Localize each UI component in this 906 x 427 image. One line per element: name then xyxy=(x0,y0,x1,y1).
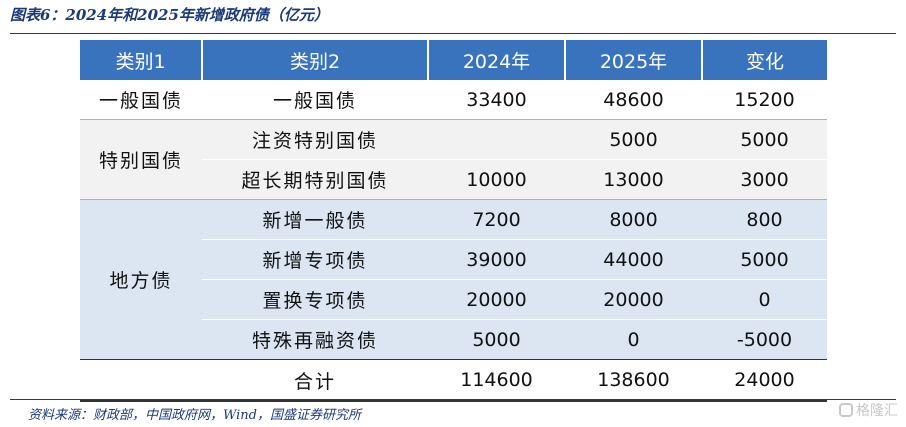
change-cell: 5000 xyxy=(702,119,827,160)
total-change-cell: 24000 xyxy=(702,359,827,402)
total-2024-cell: 114600 xyxy=(428,359,565,402)
value-2024-cell: 5000 xyxy=(428,319,565,360)
government-bond-table: 类别1 类别2 2024年 2025年 变化 一般国债 一般国债 33400 4… xyxy=(80,40,827,402)
watermark-text: 格隆汇 xyxy=(856,403,898,419)
value-2025-cell: 0 xyxy=(565,319,702,360)
category-cell: 一般国债 xyxy=(80,80,202,120)
value-2025-cell: 13000 xyxy=(565,159,702,200)
subcategory-cell: 新增专项债 xyxy=(202,239,428,280)
change-cell: -5000 xyxy=(702,319,827,360)
change-cell: 5000 xyxy=(702,239,827,280)
table-row: 置换专项债 20000 20000 0 xyxy=(80,279,827,320)
subcategory-cell: 超长期特别国债 xyxy=(202,159,428,200)
category-cell: 特别国债 xyxy=(80,119,202,200)
header-category1: 类别1 xyxy=(80,40,203,80)
value-2025-cell: 44000 xyxy=(565,239,702,280)
subcategory-cell: 置换专项债 xyxy=(202,279,428,320)
total-row: 合计 114600 138600 24000 xyxy=(80,359,827,402)
table-header-row: 类别1 类别2 2024年 2025年 变化 xyxy=(80,40,827,80)
value-2025-cell: 5000 xyxy=(565,119,702,160)
table-row: 一般国债 一般国债 33400 48600 15200 xyxy=(80,80,827,120)
value-2024-cell: 20000 xyxy=(428,279,565,320)
table-row: 特殊再融资债 5000 0 -5000 xyxy=(80,319,827,360)
value-2024-cell: 39000 xyxy=(428,239,565,280)
subcategory-cell: 一般国债 xyxy=(202,80,428,120)
watermark-logo-icon xyxy=(839,403,853,417)
total-label-cell: 合计 xyxy=(202,359,428,402)
table-row: 新增专项债 39000 44000 5000 xyxy=(80,239,827,280)
category-cell: 地方债 xyxy=(80,199,202,360)
subcategory-cell: 注资特别国债 xyxy=(202,119,428,160)
value-2024-cell: 33400 xyxy=(428,80,565,120)
change-cell: 0 xyxy=(702,279,827,320)
source-note: 资料来源：财政部，中国政府网，Wind，国盛证券研究所 xyxy=(28,408,361,423)
value-2024-cell: 10000 xyxy=(428,159,565,200)
total-blank-cell xyxy=(80,359,202,402)
header-2024: 2024年 xyxy=(428,40,566,80)
header-2025: 2025年 xyxy=(565,40,703,80)
value-2025-cell: 8000 xyxy=(565,199,702,240)
watermark: 格隆汇 xyxy=(839,400,898,420)
title-divider xyxy=(10,33,896,34)
change-cell: 3000 xyxy=(702,159,827,200)
total-2025-cell: 138600 xyxy=(565,359,702,402)
value-2024-cell: 7200 xyxy=(428,199,565,240)
table-row: 特别国债 注资特别国债 5000 5000 xyxy=(80,119,827,200)
source-divider xyxy=(10,399,896,400)
figure-title: 图表6：2024年和2025年新增政府债（亿元） xyxy=(10,6,329,24)
subcategory-cell: 新增一般债 xyxy=(202,199,428,240)
value-2025-cell: 20000 xyxy=(565,279,702,320)
table-row: 地方债 新增一般债 7200 8000 800 xyxy=(80,199,827,360)
value-2025-cell: 48600 xyxy=(565,80,702,120)
header-category2: 类别2 xyxy=(202,40,429,80)
change-cell: 800 xyxy=(702,199,827,240)
table-row: 超长期特别国债 10000 13000 3000 xyxy=(80,159,827,200)
header-change: 变化 xyxy=(702,40,827,80)
subcategory-cell: 特殊再融资债 xyxy=(202,319,428,360)
change-cell: 15200 xyxy=(702,80,827,120)
value-2024-cell xyxy=(428,119,565,160)
